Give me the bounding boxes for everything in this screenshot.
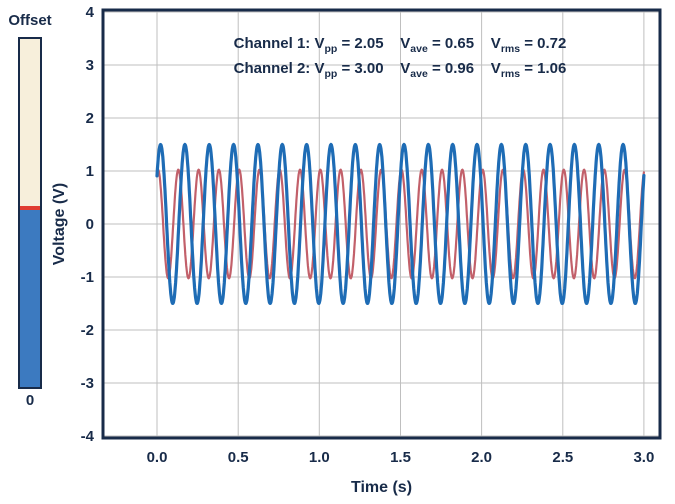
offset-slider: Offset 0 — [8, 12, 52, 409]
y-tick-label: -3 — [81, 375, 94, 392]
y-tick-label: 0 — [86, 216, 94, 233]
x-tick-label: 0.5 — [228, 449, 249, 466]
channel-stats-line: Channel 1: Vpp = 2.05 Vave = 0.65 Vrms =… — [234, 35, 567, 55]
offset-slider-track[interactable] — [18, 37, 42, 389]
wave-channel-2 — [155, 142, 646, 305]
x-tick-label: 2.5 — [552, 449, 573, 466]
y-tick-label: 2 — [86, 110, 94, 127]
x-tick-label: 3.0 — [633, 449, 654, 466]
plot-border — [101, 8, 662, 440]
x-tick-label: 2.0 — [471, 449, 492, 466]
y-axis-title: Voltage (V) — [51, 183, 68, 265]
x-tick-label: 1.0 — [309, 449, 330, 466]
offset-fill-bottom — [20, 210, 40, 387]
x-tick-label: 0.0 — [147, 449, 168, 466]
x-axis-title: Time (s) — [351, 479, 412, 496]
y-tick-label: -4 — [81, 428, 95, 445]
offset-marker-handle[interactable] — [20, 206, 40, 211]
offset-label: Offset — [8, 12, 52, 29]
x-tick-label: 1.5 — [390, 449, 411, 466]
offset-fill-top — [20, 39, 40, 207]
y-tick-label: 3 — [86, 57, 94, 74]
offset-min-label: 0 — [25, 392, 35, 409]
y-tick-label: -2 — [81, 322, 94, 339]
y-tick-label: -1 — [81, 269, 94, 286]
y-tick-label: 1 — [86, 163, 94, 180]
channel-stats-line: Channel 2: Vpp = 3.00 Vave = 0.96 Vrms =… — [234, 60, 567, 80]
y-tick-label: 4 — [86, 4, 95, 21]
